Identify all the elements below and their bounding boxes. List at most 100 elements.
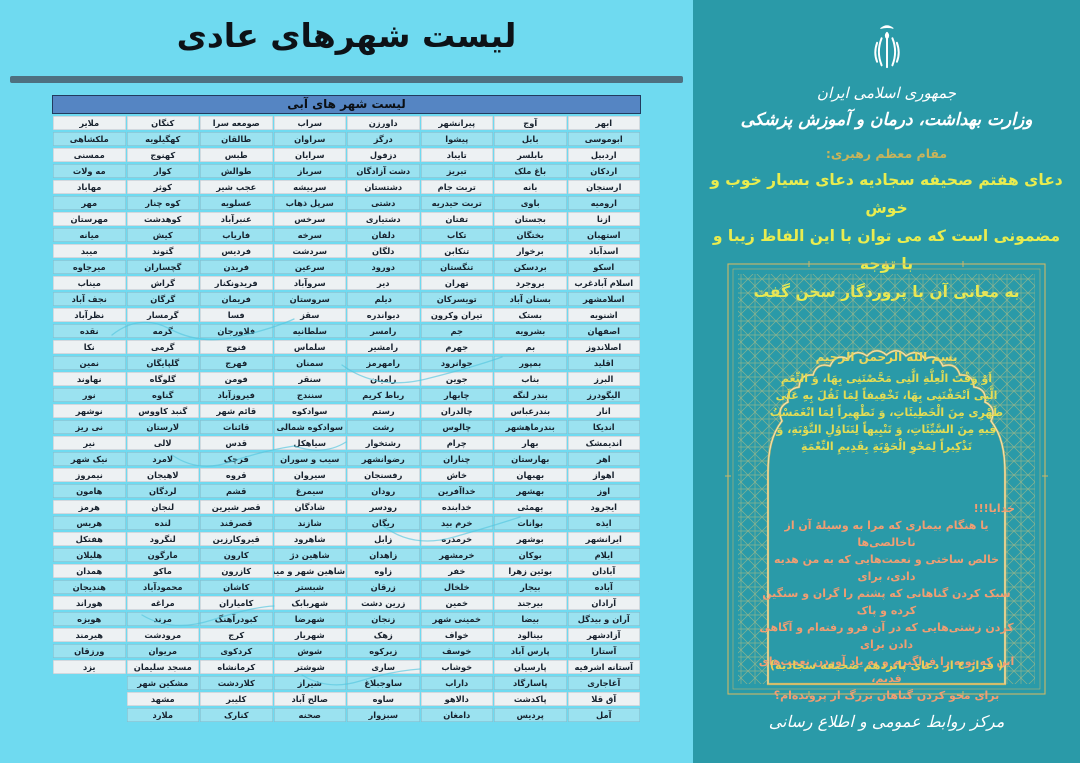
text-line: اَوْ وَقْتَ الْعِلَّةِ الَّتِی مَحَّصْتَ… (780, 372, 993, 385)
city-cell: بردسکن (494, 260, 567, 274)
city-cell: قائم شهر (200, 404, 273, 418)
city-cell: رامشیر (347, 340, 420, 354)
city-cell: پاکدشت (494, 692, 567, 706)
city-cell: خداآفرین (420, 484, 493, 498)
city-cell: پارس آباد (494, 644, 567, 658)
city-cell: نظرآباد (53, 308, 126, 322)
city-cell: کهنوج (126, 148, 199, 162)
city-cell: لامرد (126, 452, 199, 466)
city-cell: چرام (420, 436, 493, 450)
city-cell: بروجرد (494, 276, 567, 290)
normal-cities-panel: لیست شهرهای عادی لیست شهر های آبی ابهر آو… (0, 0, 693, 763)
city-cell: شادگان (273, 500, 346, 514)
city-cell: آوج (494, 116, 567, 130)
city-cell: زرین دشت (347, 596, 420, 610)
table-row: اهواز بهبهان خاش رفسنجان سیروان قروه لاهیجان نی… (53, 468, 640, 482)
table-row: اردکان باغ ملک تبریز دشت آزادگان سرباز طوالش ک… (53, 164, 640, 178)
city-cell: بمپور (494, 356, 567, 370)
city-cell: بوشهر (494, 532, 567, 546)
city-cell: بستان آباد (494, 292, 567, 306)
city-cell: سیب و سوران (273, 452, 346, 466)
city-cell: پاسارگاد (494, 676, 567, 690)
city-cell: قصرقند (200, 516, 273, 530)
city-cell: قروه (200, 468, 273, 482)
city-cell: هوراند (53, 596, 126, 610)
city-cell: قدس (200, 436, 273, 450)
city-cell: تویسرکان (420, 292, 493, 306)
city-cell: جم (420, 324, 493, 338)
city-cell: نقده (53, 324, 126, 338)
city-cell: کاشان (200, 580, 273, 594)
city-cell: داراب (420, 676, 493, 690)
city-cell: کردکوی (200, 644, 273, 658)
footer-credit: مرکز روابط عمومی و اطلاع رسانی (768, 712, 1005, 731)
city-cell: سرخس (273, 212, 346, 226)
city-cell: عسلویه (200, 196, 273, 210)
city-cell: تفتان (420, 212, 493, 226)
leader-label: مقام معظم رهبری: (825, 146, 948, 161)
city-cell: آران و بیدگل (567, 612, 640, 626)
ministry-title: وزارت بهداشت، درمان و آموزش پزشکی (740, 110, 1033, 130)
page-title: لیست شهرهای عادی (176, 16, 518, 55)
city-cell: نور (53, 388, 126, 402)
city-cell: گرگان (126, 292, 199, 306)
city-cell: تبریز (420, 164, 493, 178)
cities-table: ابهر آوج پیرانشهر داورزن سراب صومعه سرا کنگان م… (52, 114, 641, 724)
city-cell: سراب (273, 116, 346, 130)
text-line: دعای هفتم صحیفه سجادیه دعای بسیار خوب و … (710, 171, 1063, 217)
ornament-frame-icon (725, 261, 1048, 697)
city-cell: زرقان (347, 580, 420, 594)
table-row: آزادشهر بینالود خواف زهک شهریار کرج مرودشت هیرم… (53, 628, 640, 642)
city-cell: کوه چنار (126, 196, 199, 210)
city-cell: خلخال (420, 580, 493, 594)
city-cell: مسجد سلیمان (126, 660, 199, 674)
city-cell: فاریاب (200, 228, 273, 242)
city-cell: کوار (126, 164, 199, 178)
city-cell: میبد (53, 244, 126, 258)
city-cell: ایجرود (567, 500, 640, 514)
city-cell: گلوگاه (126, 372, 199, 386)
text-line: سبک کردن گناهانی که پشتم را گران و سنگین… (762, 587, 1011, 617)
city-cell: آستانه اشرفیه (567, 660, 640, 674)
city-cell: تربت جام (420, 180, 493, 194)
city-cell (53, 676, 126, 690)
city-cell: آغاجاری (567, 676, 640, 690)
city-cell: دشتستان (347, 180, 420, 194)
table-row: اردبیل بابلسر تایباد دزفول سرایان طبس کهنوج ممس… (53, 148, 640, 162)
table-row: اوز بهشهر خداآفرین رودان سیمرغ قشم لردگان هامون (53, 484, 640, 498)
city-cell: دزفول (347, 148, 420, 162)
city-cell: چالوس (420, 420, 493, 434)
city-cell: بیرجند (494, 596, 567, 610)
city-cell: آبادان (567, 564, 640, 578)
city-cell: آباده (567, 580, 640, 594)
table-row: آران و بیدگل بیضا خمینی شهر زنجان شهرضا کبودر… (53, 612, 640, 626)
city-cell: ریگان (347, 516, 420, 530)
city-cell: زیرکوه (347, 644, 420, 658)
table-row: آق قلا پاکدشت دالاهو ساوه صالح آباد کلیبر مشهد (53, 692, 640, 706)
city-cell: مهرستان (53, 212, 126, 226)
table-row: اشنویه بستک تیران وکرون دیواندره سقز فسا گرمسا… (53, 308, 640, 322)
city-cell: قائنات (200, 420, 273, 434)
table-row: آستارا پارس آباد خوسف زیرکوه شوش کردکوی مریوان… (53, 644, 640, 658)
table-row: ارسنجان بانه تربت جام دشتستان سربیشه عجب شیر ک… (53, 180, 640, 194)
city-cell: خوشاب (420, 660, 493, 674)
city-cell: اردبیل (567, 148, 640, 162)
city-cell: کارون (200, 548, 273, 562)
city-cell: فهرج (200, 356, 273, 370)
city-cell: مریوان (126, 644, 199, 658)
city-cell: نهاوند (53, 372, 126, 386)
city-cell: سیروان (273, 468, 346, 482)
table-row: استهبان بختگان تکاب دلفان سرخه فاریاب کیش میانه (53, 228, 640, 242)
city-cell: محمودآباد (126, 580, 199, 594)
city-cell: فومن (200, 372, 273, 386)
city-cell: کرج (200, 628, 273, 642)
city-cell: مراغه (126, 596, 199, 610)
city-cell: اسدآباد (567, 244, 640, 258)
city-cell: ساوه (347, 692, 420, 706)
city-cell: بندر لنگه (494, 388, 567, 402)
city-cell: دلگان (347, 244, 420, 258)
city-cell: گناوه (126, 388, 199, 402)
city-cell (53, 692, 126, 706)
government-title: جمهوری اسلامی ایران (816, 84, 957, 102)
